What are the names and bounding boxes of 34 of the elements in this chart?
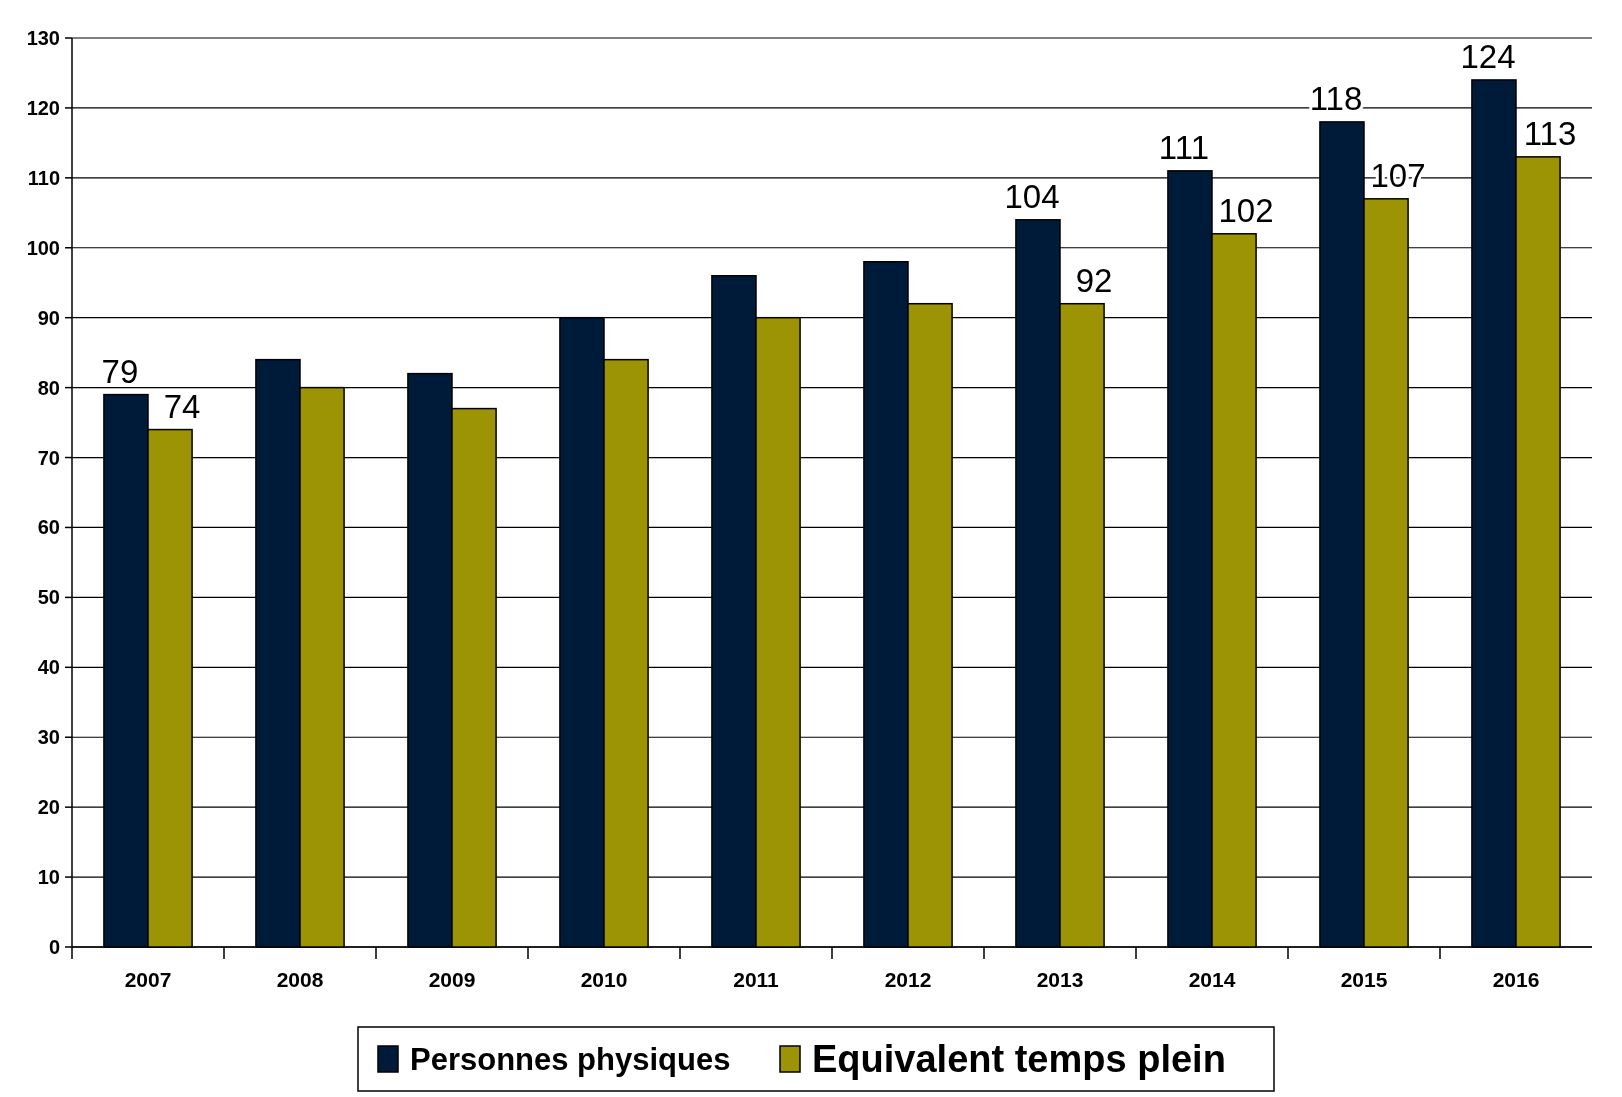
x-tick-label: 2010: [580, 968, 628, 991]
y-tick-label: 110: [27, 166, 60, 189]
data-label: 74: [163, 387, 201, 425]
data-label: 111: [1158, 128, 1210, 166]
y-tick-label: 90: [37, 306, 60, 329]
data-label: 79: [101, 352, 139, 390]
data-label: 92: [1075, 261, 1113, 299]
legend-label: Equivalent temps plein: [812, 1038, 1226, 1080]
x-tick-label: 2013: [1036, 968, 1084, 991]
x-tick-label: 2011: [733, 968, 780, 991]
y-tick-label: 100: [26, 236, 60, 259]
y-tick-label: 30: [37, 726, 60, 749]
y-tick-label: 80: [37, 376, 60, 399]
y-tick-label: 40: [37, 656, 60, 679]
legend-label: Personnes physiques: [410, 1041, 731, 1077]
x-tick-label: 2014: [1188, 968, 1236, 991]
y-tick-label: 50: [37, 586, 60, 609]
y-tick-label: 0: [48, 936, 60, 958]
data-label: 113: [1523, 114, 1577, 152]
x-tick-label: 2012: [884, 968, 932, 991]
data-label: 104: [1004, 177, 1060, 215]
x-tick-label: 2008: [276, 968, 324, 991]
y-tick-label: 10: [37, 866, 60, 889]
y-tick-label: 60: [37, 516, 60, 539]
y-tick-label: 70: [37, 446, 60, 469]
x-tick-label: 2009: [428, 968, 476, 991]
y-tick-label: 130: [26, 27, 60, 49]
x-tick-label: 2015: [1340, 968, 1388, 991]
y-tick-label: 20: [37, 796, 60, 819]
x-tick-label: 2016: [1492, 968, 1540, 991]
data-label: 102: [1218, 191, 1274, 229]
y-tick-label: 120: [26, 96, 60, 119]
data-label: 124: [1460, 37, 1516, 75]
x-tick-label: 2007: [124, 968, 172, 991]
